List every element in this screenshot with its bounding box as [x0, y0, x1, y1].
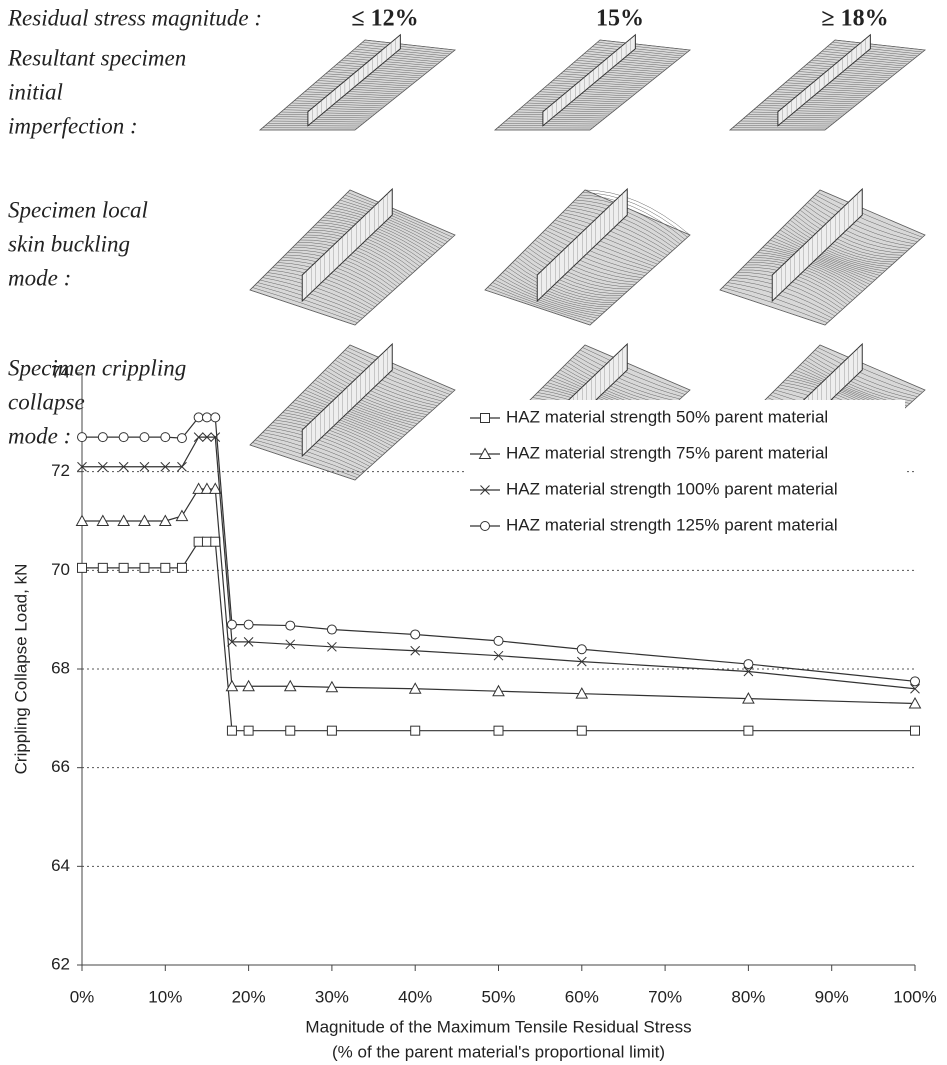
row-label: initial [8, 79, 63, 104]
x-tick-label: 0% [70, 987, 95, 1006]
x-tick-label: 40% [398, 987, 432, 1006]
row-header: Residual stress magnitude : [7, 5, 262, 30]
column-header: ≤ 12% [351, 6, 418, 32]
data-point [411, 630, 420, 639]
data-point [411, 726, 420, 735]
data-point [119, 563, 128, 572]
x-tick-label: 30% [315, 987, 349, 1006]
data-point [194, 413, 203, 422]
row-label: skin buckling [8, 231, 130, 256]
legend-label: HAZ material strength 75% parent materia… [506, 443, 828, 462]
data-point [211, 537, 220, 546]
data-point [327, 726, 336, 735]
x-axis-label: (% of the parent material's proportional… [332, 1042, 665, 1061]
data-point [211, 413, 220, 422]
data-point [227, 726, 236, 735]
y-tick-label: 66 [51, 757, 70, 776]
x-tick-label: 100% [893, 987, 936, 1006]
y-axis-label: Crippling Collapse Load, kN [11, 564, 30, 775]
x-axis-label: Magnitude of the Maximum Tensile Residua… [305, 1017, 691, 1036]
x-tick-label: 10% [148, 987, 182, 1006]
legend-label: HAZ material strength 50% parent materia… [506, 407, 828, 426]
data-point [286, 621, 295, 630]
data-point [140, 563, 149, 572]
row-label: Resultant specimen [7, 45, 186, 70]
x-tick-label: 90% [815, 987, 849, 1006]
data-point [286, 726, 295, 735]
data-point [194, 537, 203, 546]
row-label: collapse [8, 389, 85, 414]
y-tick-label: 62 [51, 954, 70, 973]
data-point [744, 726, 753, 735]
data-point [98, 563, 107, 572]
y-tick-label: 74 [51, 362, 70, 381]
data-point [244, 726, 253, 735]
data-point [78, 563, 87, 572]
data-point [577, 726, 586, 735]
y-tick-label: 64 [51, 856, 70, 875]
data-point [494, 636, 503, 645]
legend-label: HAZ material strength 125% parent materi… [506, 515, 838, 534]
y-tick-label: 70 [51, 560, 70, 579]
data-point [140, 433, 149, 442]
legend-label: HAZ material strength 100% parent materi… [506, 479, 838, 498]
column-header: ≥ 18% [821, 6, 888, 32]
x-tick-label: 20% [232, 987, 266, 1006]
y-tick-label: 68 [51, 658, 70, 677]
data-point [911, 677, 920, 686]
legend-marker [481, 522, 490, 531]
row-label: Specimen crippling [8, 355, 186, 380]
row-label: Specimen local [8, 197, 148, 222]
x-tick-label: 70% [648, 987, 682, 1006]
row-label: mode : [8, 265, 71, 290]
data-point [227, 620, 236, 629]
data-point [744, 660, 753, 669]
data-point [177, 563, 186, 572]
data-point [911, 726, 920, 735]
x-tick-label: 60% [565, 987, 599, 1006]
data-point [98, 433, 107, 442]
data-point [244, 620, 253, 629]
data-point [202, 537, 211, 546]
data-point [161, 563, 170, 572]
legend-marker [481, 414, 490, 423]
data-point [78, 433, 87, 442]
data-point [161, 433, 170, 442]
figure: Residual stress magnitude : ≤ 12% 15% ≥ 18… [0, 0, 947, 1065]
row-label: imperfection : [8, 113, 138, 138]
x-tick-label: 50% [481, 987, 515, 1006]
x-tick-label: 80% [731, 987, 765, 1006]
data-point [327, 625, 336, 634]
data-point [494, 726, 503, 735]
data-point [202, 413, 211, 422]
data-point [577, 645, 586, 654]
data-point [177, 434, 186, 443]
row-label: mode : [8, 423, 71, 448]
y-tick-label: 72 [51, 461, 70, 480]
data-point [119, 433, 128, 442]
column-header: 15% [596, 6, 644, 32]
